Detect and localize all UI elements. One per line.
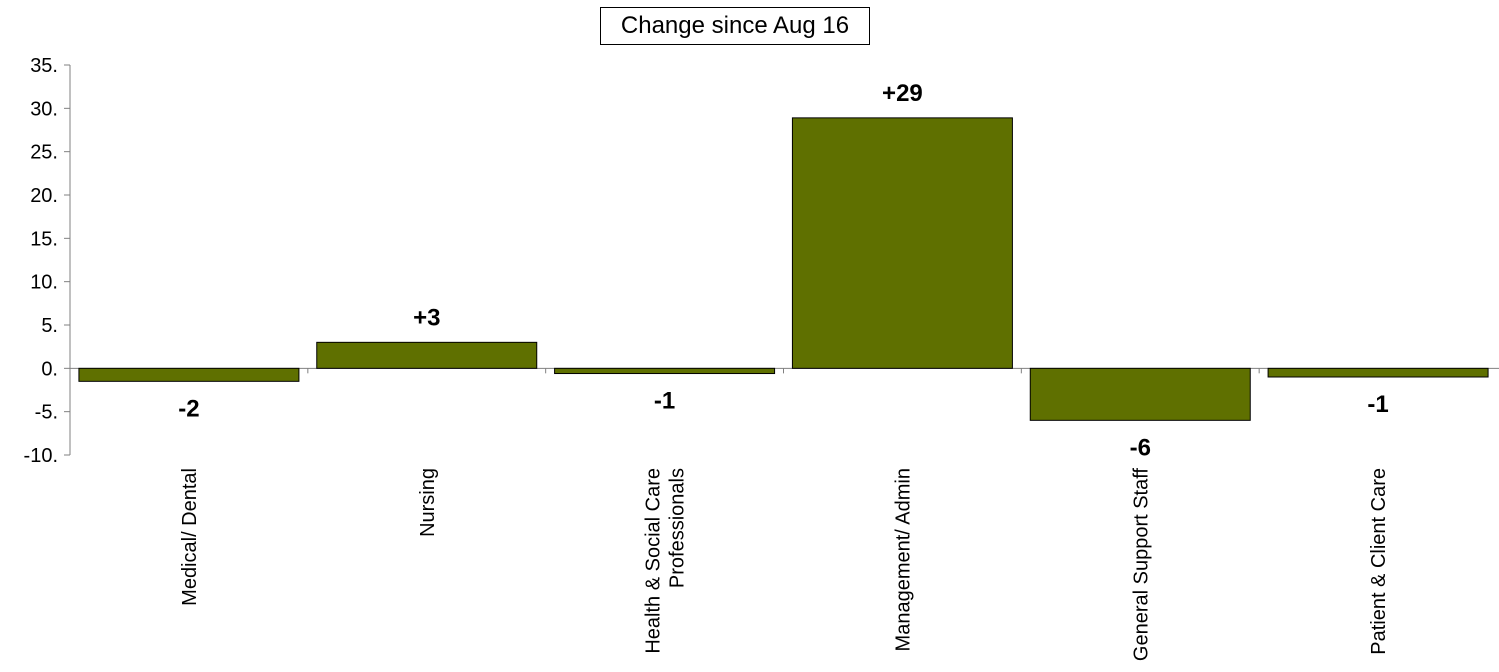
bar <box>316 341 538 369</box>
bar <box>78 367 300 382</box>
category-label: Management/ Admin <box>892 468 914 651</box>
category-label: Medical/ Dental <box>179 468 201 606</box>
y-tick-label: 0. <box>41 358 58 380</box>
category-label-line: Professionals <box>667 468 689 588</box>
y-tick-label: 5. <box>41 315 58 337</box>
data-label: -1 <box>1367 391 1388 418</box>
y-tick-label: 20. <box>30 185 58 207</box>
category-label: General Support Staff <box>1130 468 1152 662</box>
y-tick-label: 35. <box>30 55 58 77</box>
category-label-line: Management/ Admin <box>892 468 914 651</box>
data-label: -2 <box>178 395 199 422</box>
category-label: Nursing <box>417 468 439 537</box>
y-tick-label: -10. <box>24 445 58 467</box>
category-label-line: Patient & Client Care <box>1368 468 1390 655</box>
data-label: -6 <box>1130 434 1151 461</box>
y-tick-label: 15. <box>30 228 58 250</box>
bar <box>791 117 1013 369</box>
category-label-line: Nursing <box>417 468 439 537</box>
category-label-line: General Support Staff <box>1130 468 1152 662</box>
chart-title: Change since Aug 16 <box>600 7 870 45</box>
y-tick-label: 25. <box>30 142 58 164</box>
category-label: Health & Social Care Professionals <box>643 468 689 654</box>
bar <box>554 367 776 375</box>
y-tick-label: 30. <box>30 98 58 120</box>
y-tick-label: -5. <box>35 402 58 424</box>
category-label: Patient & Client Care <box>1368 468 1390 655</box>
category-label-line: Medical/ Dental <box>179 468 201 606</box>
bar <box>1029 367 1251 421</box>
bar <box>1267 367 1489 378</box>
data-label: +3 <box>413 304 440 331</box>
category-label-line: Health & Social Care <box>643 468 665 654</box>
y-tick-label: 10. <box>30 272 58 294</box>
data-label: +29 <box>882 80 923 107</box>
data-label: -1 <box>654 388 675 415</box>
